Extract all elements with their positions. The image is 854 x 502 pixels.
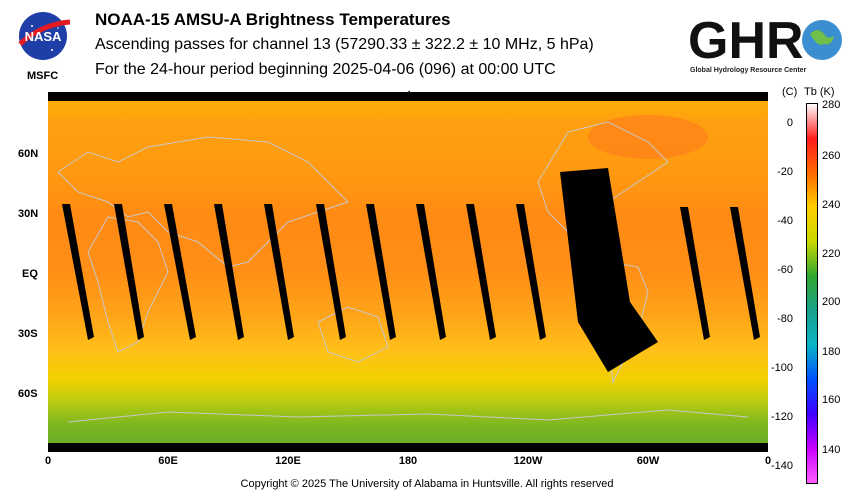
colorbar (806, 103, 818, 484)
orbit-arrow-icon: ⟵ (406, 85, 427, 101)
lon-label-0: 0 (44, 455, 52, 467)
lat-label-30s: 30S (18, 328, 38, 340)
celsius-tick: -140 (770, 460, 793, 472)
kelvin-tick: 260 (822, 150, 841, 162)
lon-label-120e: 120E (275, 455, 301, 467)
msfc-label: MSFC (27, 70, 59, 82)
lat-label-60s: 60S (18, 388, 38, 400)
celsius-tick: -100 (770, 362, 793, 374)
celsius-tick: -40 (777, 215, 793, 227)
kelvin-tick: 200 (822, 296, 841, 308)
copyright-notice: Copyright © 2025 The University of Alaba… (240, 478, 614, 490)
lon-label-180: 180 (398, 455, 418, 467)
celsius-tick: -20 (777, 166, 793, 178)
lon-label-0-right: 0 (764, 455, 772, 467)
celsius-tick: -80 (777, 313, 793, 325)
kelvin-tick: 240 (822, 199, 841, 211)
lon-label-120w: 120W (513, 455, 543, 467)
period-line: For the 24-hour period beginning 2025-04… (95, 61, 556, 78)
nasa-logo: NASA (18, 12, 71, 60)
kelvin-tick: 220 (822, 248, 841, 260)
swath-gaps (62, 168, 760, 372)
lon-label-60w: 60W (636, 455, 660, 467)
kelvin-tick: 180 (822, 346, 841, 358)
celsius-tick: -60 (777, 264, 793, 276)
colorbar-header-celsius: (C) (782, 86, 798, 98)
ghrc-logo: GHRC Global Hydrology Resource Center (688, 12, 842, 74)
nasa-logo-text: NASA (25, 29, 62, 44)
page-subtitle: Ascending passes for channel 13 (57290.3… (95, 36, 594, 53)
celsius-tick: -120 (770, 411, 793, 423)
ghrc-caption: Global Hydrology Resource Center (690, 67, 807, 74)
celsius-tick: 0 (786, 117, 793, 129)
lat-label-60n: 60N (18, 148, 39, 160)
kelvin-tick: 140 (822, 444, 841, 456)
lat-label-eq: EQ (22, 268, 38, 280)
kelvin-tick: 160 (822, 394, 841, 406)
lon-label-60e: 60E (158, 455, 178, 467)
brightness-temperature-map (48, 92, 768, 452)
kelvin-tick: 280 (822, 99, 841, 111)
colorbar-header-kelvin: Tb (K) (804, 86, 835, 98)
page-title: NOAA-15 AMSU-A Brightness Temperatures (95, 10, 451, 29)
lat-label-30n: 30N (18, 208, 39, 220)
